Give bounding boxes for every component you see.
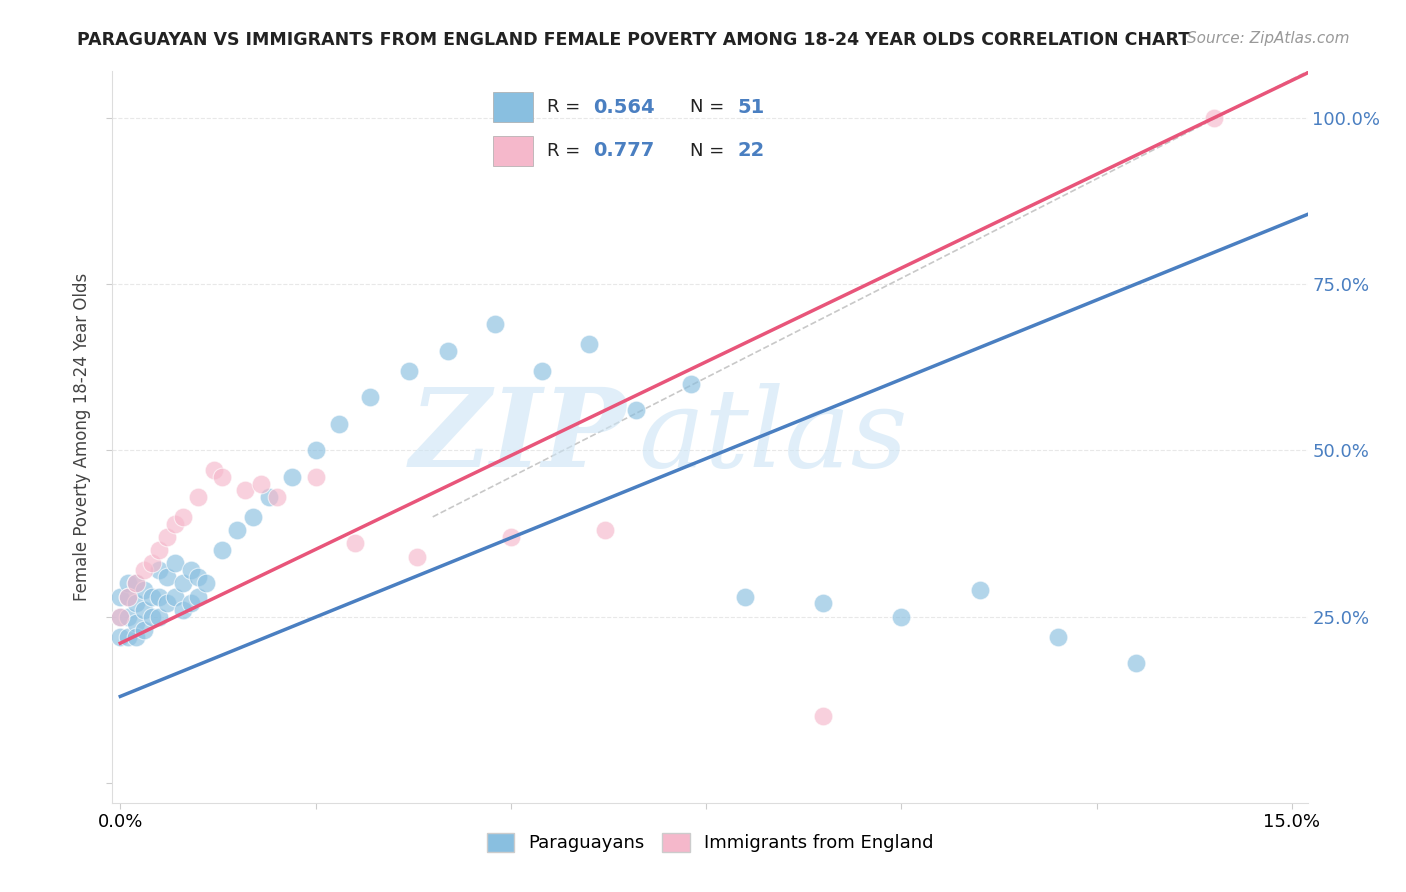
Point [180,563,202,577]
Point [328,417,350,431]
Point [187,570,209,584]
Point [266,490,288,504]
Point [156,596,179,610]
Point [304,470,326,484]
Point [163,516,186,531]
Point [1202,111,1225,125]
Point [398,363,420,377]
Point [156,570,179,584]
Point [406,549,429,564]
Point [148,609,170,624]
Point [1125,656,1147,670]
Point [163,590,186,604]
Point [578,337,600,351]
Point [233,483,256,498]
Point [148,590,170,604]
Point [117,576,139,591]
Point [132,603,155,617]
Point [187,490,209,504]
Point [117,609,139,624]
Point [195,576,218,591]
Point [484,317,506,331]
Point [211,470,233,484]
Point [211,543,233,558]
Point [172,576,194,591]
Point [132,582,155,597]
Point [125,596,148,610]
Text: PARAGUAYAN VS IMMIGRANTS FROM ENGLAND FEMALE POVERTY AMONG 18-24 YEAR OLDS CORRE: PARAGUAYAN VS IMMIGRANTS FROM ENGLAND FE… [77,31,1191,49]
Point [148,543,170,558]
Point [125,576,148,591]
Text: Source: ZipAtlas.com: Source: ZipAtlas.com [1187,31,1350,46]
Point [531,363,554,377]
Point [156,530,179,544]
Point [437,343,460,358]
Text: ZIP: ZIP [409,384,627,491]
Point [110,609,132,624]
Point [226,523,249,537]
Point [257,490,280,504]
Point [141,557,163,571]
Point [141,609,163,624]
Point [343,536,366,550]
Point [110,609,132,624]
Point [304,443,326,458]
Point [125,630,148,644]
Point [163,557,186,571]
Point [202,463,225,477]
Point [281,470,304,484]
Point [141,590,163,604]
Point [813,596,835,610]
Point [117,630,139,644]
Point [132,563,155,577]
Point [125,616,148,631]
Point [110,630,132,644]
Point [499,530,522,544]
Point [110,590,132,604]
Point [593,523,616,537]
Point [969,582,991,597]
Y-axis label: Female Poverty Among 18-24 Year Olds: Female Poverty Among 18-24 Year Olds [73,273,91,601]
Text: atlas: atlas [638,384,908,491]
Point [117,590,139,604]
Point [172,603,194,617]
Point [359,390,381,404]
Point [187,590,209,604]
Point [1046,630,1069,644]
Point [180,596,202,610]
Point [172,509,194,524]
Point [890,609,912,624]
Point [117,590,139,604]
Point [250,476,273,491]
Point [132,623,155,637]
Legend: Paraguayans, Immigrants from England: Paraguayans, Immigrants from England [479,826,941,860]
Point [125,576,148,591]
Point [624,403,647,417]
Point [148,563,170,577]
Point [679,376,702,391]
Point [242,509,264,524]
Point [734,590,756,604]
Point [813,709,835,723]
